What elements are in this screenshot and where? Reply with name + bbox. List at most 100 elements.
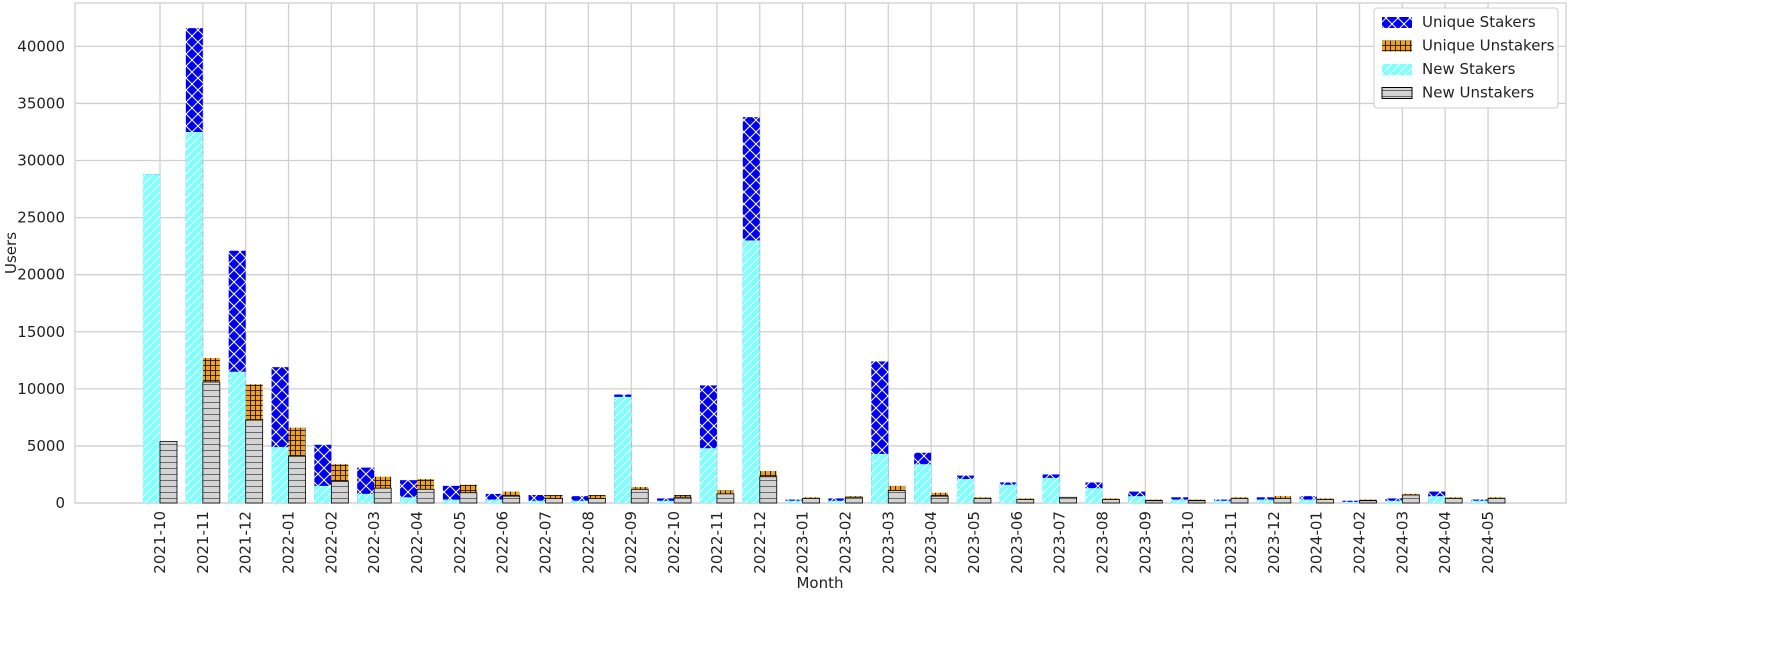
bar (1016, 499, 1035, 504)
x-tick-label: 2022-04 (408, 511, 426, 574)
x-tick-label: 2022-03 (365, 511, 383, 574)
x-tick-label: 2021-11 (194, 511, 212, 574)
bar (502, 495, 521, 504)
bar (1085, 488, 1103, 503)
bar (1401, 494, 1420, 504)
x-tick-label: 2022-08 (579, 511, 597, 574)
bar (785, 500, 803, 503)
bar (288, 455, 306, 504)
x-tick-label: 2024-04 (1436, 511, 1454, 574)
x-tick-label: 2023-01 (794, 511, 812, 574)
bar (1487, 498, 1506, 504)
bar (357, 493, 375, 503)
bar (1214, 500, 1231, 503)
legend-swatch (1382, 17, 1412, 28)
bar (630, 488, 649, 504)
x-tick-label: 2023-04 (922, 511, 940, 574)
bar (1359, 500, 1377, 504)
x-tick-label: 2021-10 (151, 511, 169, 574)
bar (930, 495, 949, 504)
bar (400, 497, 418, 503)
bar (614, 396, 632, 503)
x-tick-label: 2023-12 (1265, 511, 1283, 574)
x-tick-label: 2022-07 (537, 511, 555, 574)
bar (1471, 500, 1489, 503)
x-tick-label: 2022-12 (751, 511, 769, 574)
bar (1385, 500, 1403, 503)
bar (588, 498, 606, 504)
bar (1256, 499, 1274, 503)
legend-label: Unique Unstakers (1422, 37, 1555, 55)
bar (528, 495, 546, 503)
bar (1273, 498, 1292, 504)
bar (185, 131, 203, 504)
x-tick-label: 2024-01 (1308, 511, 1326, 574)
bar (1444, 498, 1463, 504)
bar (828, 500, 846, 503)
bar (1144, 500, 1163, 504)
x-tick-label: 2023-02 (836, 511, 854, 574)
x-tick-label: 2023-03 (879, 511, 897, 574)
y-tick-label: 15000 (17, 323, 65, 341)
y-tick-label: 30000 (17, 152, 65, 170)
y-tick-label: 10000 (17, 380, 65, 398)
x-tick-label: 2023-07 (1051, 511, 1069, 574)
bar (545, 498, 563, 504)
legend-swatch (1382, 64, 1412, 75)
y-tick-label: 0 (55, 494, 65, 512)
bar (742, 240, 760, 503)
bar (1042, 477, 1060, 503)
plot-area (74, 2, 1567, 504)
bar (143, 174, 160, 503)
bar (271, 447, 289, 503)
bar (416, 488, 435, 504)
bar (485, 499, 503, 503)
bar (459, 492, 478, 504)
x-tick-label: 2022-10 (665, 511, 683, 574)
bar (1342, 501, 1360, 503)
bar (1187, 500, 1206, 504)
bar (973, 498, 992, 504)
y-tick-label: 35000 (17, 94, 65, 112)
bar (759, 476, 778, 504)
bar (314, 485, 332, 503)
x-tick-label: 2023-11 (1222, 511, 1240, 574)
legend-box (1373, 7, 1559, 109)
y-axis-label: Users (2, 232, 20, 274)
legend-label: New Unstakers (1422, 84, 1534, 102)
bar (442, 485, 460, 503)
bar (1171, 499, 1189, 503)
x-tick-label: 2024-03 (1393, 511, 1411, 574)
bar (245, 419, 264, 504)
bar (1128, 496, 1146, 503)
legend-label: New Stakers (1422, 60, 1516, 78)
bar (159, 440, 178, 504)
legend-swatch (1382, 40, 1412, 52)
bar (202, 381, 221, 504)
y-tick-label: 20000 (17, 266, 65, 284)
legend-label: Unique Stakers (1422, 13, 1536, 31)
x-tick-label: 2022-05 (451, 511, 469, 574)
x-tick-label: 2023-08 (1093, 511, 1111, 574)
x-tick-label: 2024-05 (1479, 511, 1497, 574)
bar (657, 500, 675, 503)
x-axis-label: Month (796, 574, 843, 592)
bar (1230, 498, 1249, 504)
x-tick-label: 2023-10 (1179, 511, 1197, 574)
bar (373, 487, 392, 504)
bar (228, 371, 246, 503)
bar (802, 498, 820, 504)
bar (485, 493, 503, 503)
bar (330, 480, 349, 504)
x-tick-label: 2023-05 (965, 511, 983, 574)
bar (673, 496, 692, 504)
bar (956, 479, 974, 503)
x-tick-label: 2022-06 (494, 511, 512, 574)
y-tick-label: 5000 (27, 437, 65, 455)
bar (716, 493, 735, 504)
y-tick-label: 25000 (17, 209, 65, 227)
x-tick-label: 2023-09 (1136, 511, 1154, 574)
legend-swatch (1381, 87, 1413, 99)
bar (571, 496, 589, 503)
